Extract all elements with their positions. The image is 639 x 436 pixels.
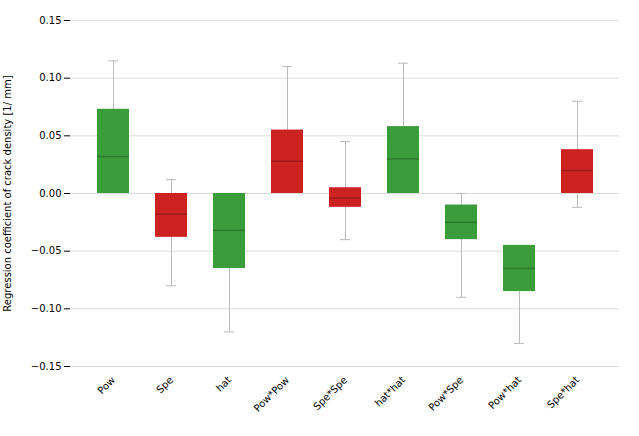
svg-text:−0.05: −0.05: [31, 245, 62, 256]
svg-text:0.15: 0.15: [39, 15, 61, 26]
svg-text:−0.15: −0.15: [31, 361, 62, 372]
svg-text:Spe*hat: Spe*hat: [545, 374, 581, 410]
svg-text:0.05: 0.05: [39, 130, 61, 141]
svg-text:Pow: Pow: [95, 374, 117, 396]
svg-text:−0.10: −0.10: [31, 303, 62, 314]
svg-text:Pow*hat: Pow*hat: [486, 374, 523, 411]
svg-text:Pow*Pow: Pow*Pow: [252, 374, 292, 414]
svg-text:hat: hat: [214, 374, 233, 393]
svg-text:0.10: 0.10: [39, 72, 61, 83]
svg-text:Regression coefficient of crac: Regression coefficient of crack density …: [2, 75, 13, 311]
svg-text:Spe*Spe: Spe*Spe: [311, 374, 349, 412]
svg-text:Pow*Spe: Pow*Spe: [426, 374, 465, 413]
svg-text:0.00: 0.00: [39, 188, 61, 199]
svg-text:Spe: Spe: [154, 374, 175, 395]
svg-text:hat*hat: hat*hat: [373, 374, 408, 409]
